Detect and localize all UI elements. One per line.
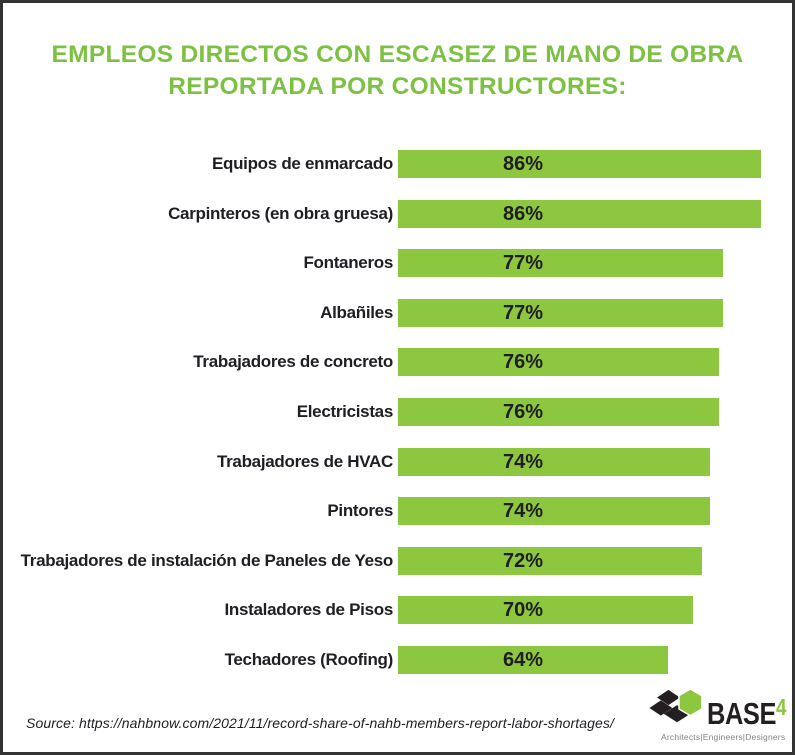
bar: 76% (398, 348, 719, 377)
bar-value-label: 64% (502, 648, 544, 671)
bar-row: Equipos de enmarcado 86% (3, 150, 792, 178)
bar-value-label: 76% (502, 351, 544, 374)
bar: 74% (398, 497, 711, 526)
bar-category-label: Instaladores de Pisos (224, 600, 394, 620)
bar-row: Trabajadores de instalación de Paneles d… (3, 546, 792, 575)
bar-category-label: Pintores (327, 501, 393, 521)
bar-value-label: 86% (502, 153, 544, 175)
bar-row: Trabajadores de concreto 76% (3, 348, 792, 377)
bar-chart: Equipos de enmarcado 86% Carpinteros (en o… (3, 150, 792, 696)
bar-value-label: 72% (502, 549, 544, 572)
bar-row: Fontaneros 77% (3, 249, 792, 278)
bar: 86% (398, 150, 761, 178)
bar-category-label: Equipos de enmarcado (211, 154, 393, 173)
bar-category-label: Techadores (Roofing) (224, 649, 394, 669)
base4-logo-top: BASE4 (649, 688, 792, 731)
bar-category-label: Trabajadores de instalación de Paneles d… (20, 550, 394, 570)
base4-logo: BASE4 Architects|Engineers|Designers (649, 688, 792, 742)
chart-title-line1: EMPLEOS DIRECTOS CON ESCASEZ DE MANO DE … (51, 41, 744, 68)
base4-word-base: BASE (707, 696, 776, 731)
bar: 77% (398, 298, 723, 327)
bar-row: Instaladores de Pisos 70% (3, 596, 792, 625)
bar-row: Carpinteros (en obra gruesa) 86% (3, 199, 792, 228)
bar-row: Trabajadores de HVAC 74% (3, 447, 792, 476)
source-citation: Source: https://nahbnow.com/2021/11/reco… (26, 715, 615, 731)
bar-category-label: Trabajadores de concreto (193, 352, 393, 372)
bar-value-label: 74% (502, 500, 544, 523)
chart-title-line2: REPORTADA POR CONSTRUCTORES: (168, 73, 627, 100)
bar: 76% (398, 397, 719, 426)
bar-category-label: Carpinteros (en obra gruesa) (168, 203, 393, 223)
bar-category-label: Electricistas (296, 401, 394, 421)
base4-logo-mark-icon (649, 688, 703, 723)
bar-row: Albañiles 77% (3, 298, 792, 327)
bar-value-label: 70% (502, 599, 544, 622)
bar-category-label: Trabajadores de HVAC (216, 451, 393, 471)
bar-value-label: 74% (502, 450, 544, 473)
bar-value-label: 86% (502, 202, 544, 225)
bar-value-label: 77% (502, 252, 544, 275)
bar: 74% (398, 447, 711, 476)
bar: 72% (398, 546, 702, 575)
base4-word-four: 4 (775, 694, 787, 720)
bar-category-label: Albañiles (320, 302, 393, 322)
bar-row: Electricistas 76% (3, 397, 792, 426)
base4-tagline: Architects|Engineers|Designers (661, 732, 786, 742)
bar: 86% (398, 199, 761, 228)
bar-row: Techadores (Roofing) 64% (3, 645, 792, 674)
bar: 70% (398, 596, 694, 625)
base4-wordmark: BASE4 (707, 690, 786, 731)
chart-title: EMPLEOS DIRECTOS CON ESCASEZ DE MANO DE … (3, 39, 792, 103)
bar-row: Pintores 74% (3, 497, 792, 526)
bar: 64% (398, 645, 669, 674)
bar-value-label: 77% (502, 301, 544, 324)
bar: 77% (398, 249, 723, 278)
bar-value-label: 76% (502, 400, 544, 423)
bar-category-label: Fontaneros (303, 253, 393, 273)
